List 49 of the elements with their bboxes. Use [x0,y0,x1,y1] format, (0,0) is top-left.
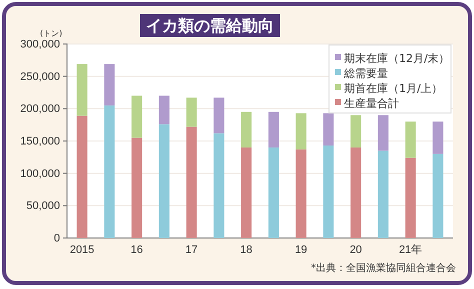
chart-title: イカ類の需給動向 [146,16,274,35]
bar [241,112,252,148]
y-tick-label: 200,000 [20,103,60,116]
bar [378,115,388,151]
x-tick-label: 20 [350,244,362,256]
legend-label: 総需要量 [343,67,388,80]
y-tick-label: 0 [54,232,60,245]
legend-label: 期首在庫（1月/上） [344,82,443,95]
bar [186,98,197,127]
bar [76,64,88,116]
bar [296,113,306,150]
x-tick-label: 2015 [70,244,94,256]
legend-label: 生産量合計 [344,97,399,110]
bar [432,122,444,154]
y-tick-label: 150,000 [20,136,60,148]
bar [350,147,362,238]
bar [104,64,115,106]
bar [186,126,197,238]
bar [296,149,306,238]
x-tick-label: 21年 [398,244,422,256]
bar [158,96,170,124]
y-tick-label: 50,000 [26,200,60,212]
x-tick-label: 16 [130,244,143,256]
bar [405,158,416,238]
bar [104,105,115,238]
bar [323,113,334,146]
bar [432,154,444,238]
x-tick-label: 17 [185,244,198,256]
bar [76,116,88,238]
bar [405,122,416,158]
bar [268,112,279,148]
y-tick-label: 300,000 [20,38,60,51]
bar [241,147,252,238]
y-tick-label: 100,000 [20,168,60,180]
x-tick-label: 19 [294,244,308,256]
bar [158,124,170,238]
bar [378,150,388,238]
bar [323,146,334,238]
y-tick-label: 250,000 [20,70,60,83]
bar [132,138,142,238]
y-axis-title: (トン) [40,29,62,38]
bar [132,96,142,138]
bar [268,147,279,238]
text: *出典：全国漁業協同組合連合会 [311,262,456,274]
bar [350,115,362,148]
legend-label: 期末在庫（12月/末） [344,52,450,65]
bar [214,133,224,238]
bar [214,98,224,134]
x-tick-label: 18 [240,244,252,256]
